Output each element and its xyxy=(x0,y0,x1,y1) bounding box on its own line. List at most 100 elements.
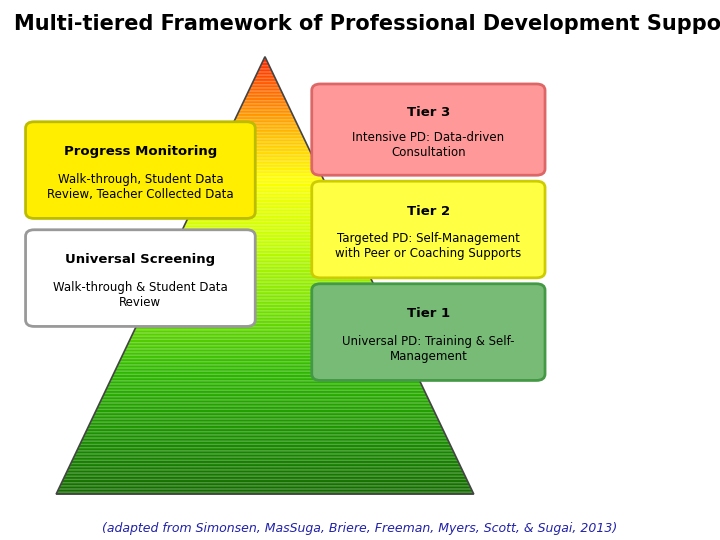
Polygon shape xyxy=(88,426,442,427)
Polygon shape xyxy=(163,269,367,271)
FancyBboxPatch shape xyxy=(26,122,256,218)
Polygon shape xyxy=(205,180,325,182)
Polygon shape xyxy=(221,147,309,149)
Polygon shape xyxy=(153,290,377,292)
Polygon shape xyxy=(212,166,318,167)
Polygon shape xyxy=(215,159,315,160)
Polygon shape xyxy=(261,64,269,65)
Text: (adapted from Simonsen, MasSuga, Briere, Freeman, Myers, Scott, & Sugai, 2013): (adapted from Simonsen, MasSuga, Briere,… xyxy=(102,522,618,535)
Polygon shape xyxy=(232,125,298,127)
Polygon shape xyxy=(199,194,331,195)
Polygon shape xyxy=(65,475,465,477)
Polygon shape xyxy=(242,103,288,105)
Polygon shape xyxy=(125,348,405,350)
Polygon shape xyxy=(230,128,300,130)
Polygon shape xyxy=(130,338,400,340)
Polygon shape xyxy=(188,217,342,219)
Polygon shape xyxy=(251,84,279,86)
Polygon shape xyxy=(246,94,284,96)
Polygon shape xyxy=(62,481,468,482)
Polygon shape xyxy=(158,280,372,281)
Polygon shape xyxy=(210,171,320,172)
Polygon shape xyxy=(126,347,404,348)
Polygon shape xyxy=(90,421,440,423)
Polygon shape xyxy=(157,281,373,283)
Polygon shape xyxy=(240,108,290,109)
Polygon shape xyxy=(129,341,401,342)
Polygon shape xyxy=(131,335,399,336)
Polygon shape xyxy=(84,434,446,436)
Polygon shape xyxy=(178,238,352,239)
Polygon shape xyxy=(172,249,358,251)
Polygon shape xyxy=(113,373,417,375)
Polygon shape xyxy=(78,448,452,449)
Polygon shape xyxy=(124,351,406,353)
Polygon shape xyxy=(125,350,405,351)
Polygon shape xyxy=(177,239,353,240)
Polygon shape xyxy=(168,258,361,259)
Polygon shape xyxy=(254,78,276,80)
Polygon shape xyxy=(179,234,351,236)
Polygon shape xyxy=(102,398,428,400)
Polygon shape xyxy=(193,205,337,207)
Polygon shape xyxy=(146,305,384,306)
Polygon shape xyxy=(228,132,302,134)
Polygon shape xyxy=(184,226,346,227)
Text: Universal PD: Training & Self-
Management: Universal PD: Training & Self- Managemen… xyxy=(342,335,515,363)
Polygon shape xyxy=(247,93,283,94)
Polygon shape xyxy=(156,284,374,286)
Polygon shape xyxy=(233,121,297,122)
Polygon shape xyxy=(171,251,359,252)
Polygon shape xyxy=(73,456,456,458)
Polygon shape xyxy=(208,175,322,176)
Polygon shape xyxy=(202,188,328,190)
Polygon shape xyxy=(81,442,449,443)
Polygon shape xyxy=(180,233,350,234)
Polygon shape xyxy=(197,197,333,198)
Text: Walk-through & Student Data
Review: Walk-through & Student Data Review xyxy=(53,281,228,309)
Polygon shape xyxy=(153,288,377,290)
Polygon shape xyxy=(104,394,426,395)
Text: Intensive PD: Data-driven
Consultation: Intensive PD: Data-driven Consultation xyxy=(352,131,505,159)
Polygon shape xyxy=(127,346,403,347)
Polygon shape xyxy=(204,184,326,185)
Polygon shape xyxy=(192,210,338,211)
Polygon shape xyxy=(166,262,364,264)
Polygon shape xyxy=(201,190,329,191)
Polygon shape xyxy=(111,377,419,379)
Polygon shape xyxy=(152,292,378,293)
FancyBboxPatch shape xyxy=(312,284,545,380)
Polygon shape xyxy=(108,384,422,386)
Polygon shape xyxy=(252,83,278,84)
Polygon shape xyxy=(98,405,432,407)
Polygon shape xyxy=(92,417,438,418)
Polygon shape xyxy=(209,173,321,175)
Polygon shape xyxy=(101,400,429,401)
Polygon shape xyxy=(225,138,305,140)
Polygon shape xyxy=(175,244,355,245)
Polygon shape xyxy=(238,112,292,113)
Polygon shape xyxy=(210,172,320,173)
Polygon shape xyxy=(195,201,335,202)
Polygon shape xyxy=(162,271,368,273)
Polygon shape xyxy=(83,437,447,438)
Polygon shape xyxy=(184,225,346,226)
Polygon shape xyxy=(89,424,441,426)
Polygon shape xyxy=(225,140,305,141)
Polygon shape xyxy=(264,57,266,58)
Polygon shape xyxy=(226,137,304,138)
Polygon shape xyxy=(145,306,384,307)
Polygon shape xyxy=(248,90,282,92)
Polygon shape xyxy=(169,256,361,258)
Polygon shape xyxy=(77,449,453,450)
Polygon shape xyxy=(115,369,415,370)
Polygon shape xyxy=(255,77,275,78)
Polygon shape xyxy=(56,492,474,494)
Polygon shape xyxy=(70,463,460,465)
Polygon shape xyxy=(185,223,345,225)
Polygon shape xyxy=(223,143,307,144)
Polygon shape xyxy=(81,440,449,442)
Polygon shape xyxy=(123,353,407,354)
Polygon shape xyxy=(159,277,371,278)
Polygon shape xyxy=(227,136,303,137)
